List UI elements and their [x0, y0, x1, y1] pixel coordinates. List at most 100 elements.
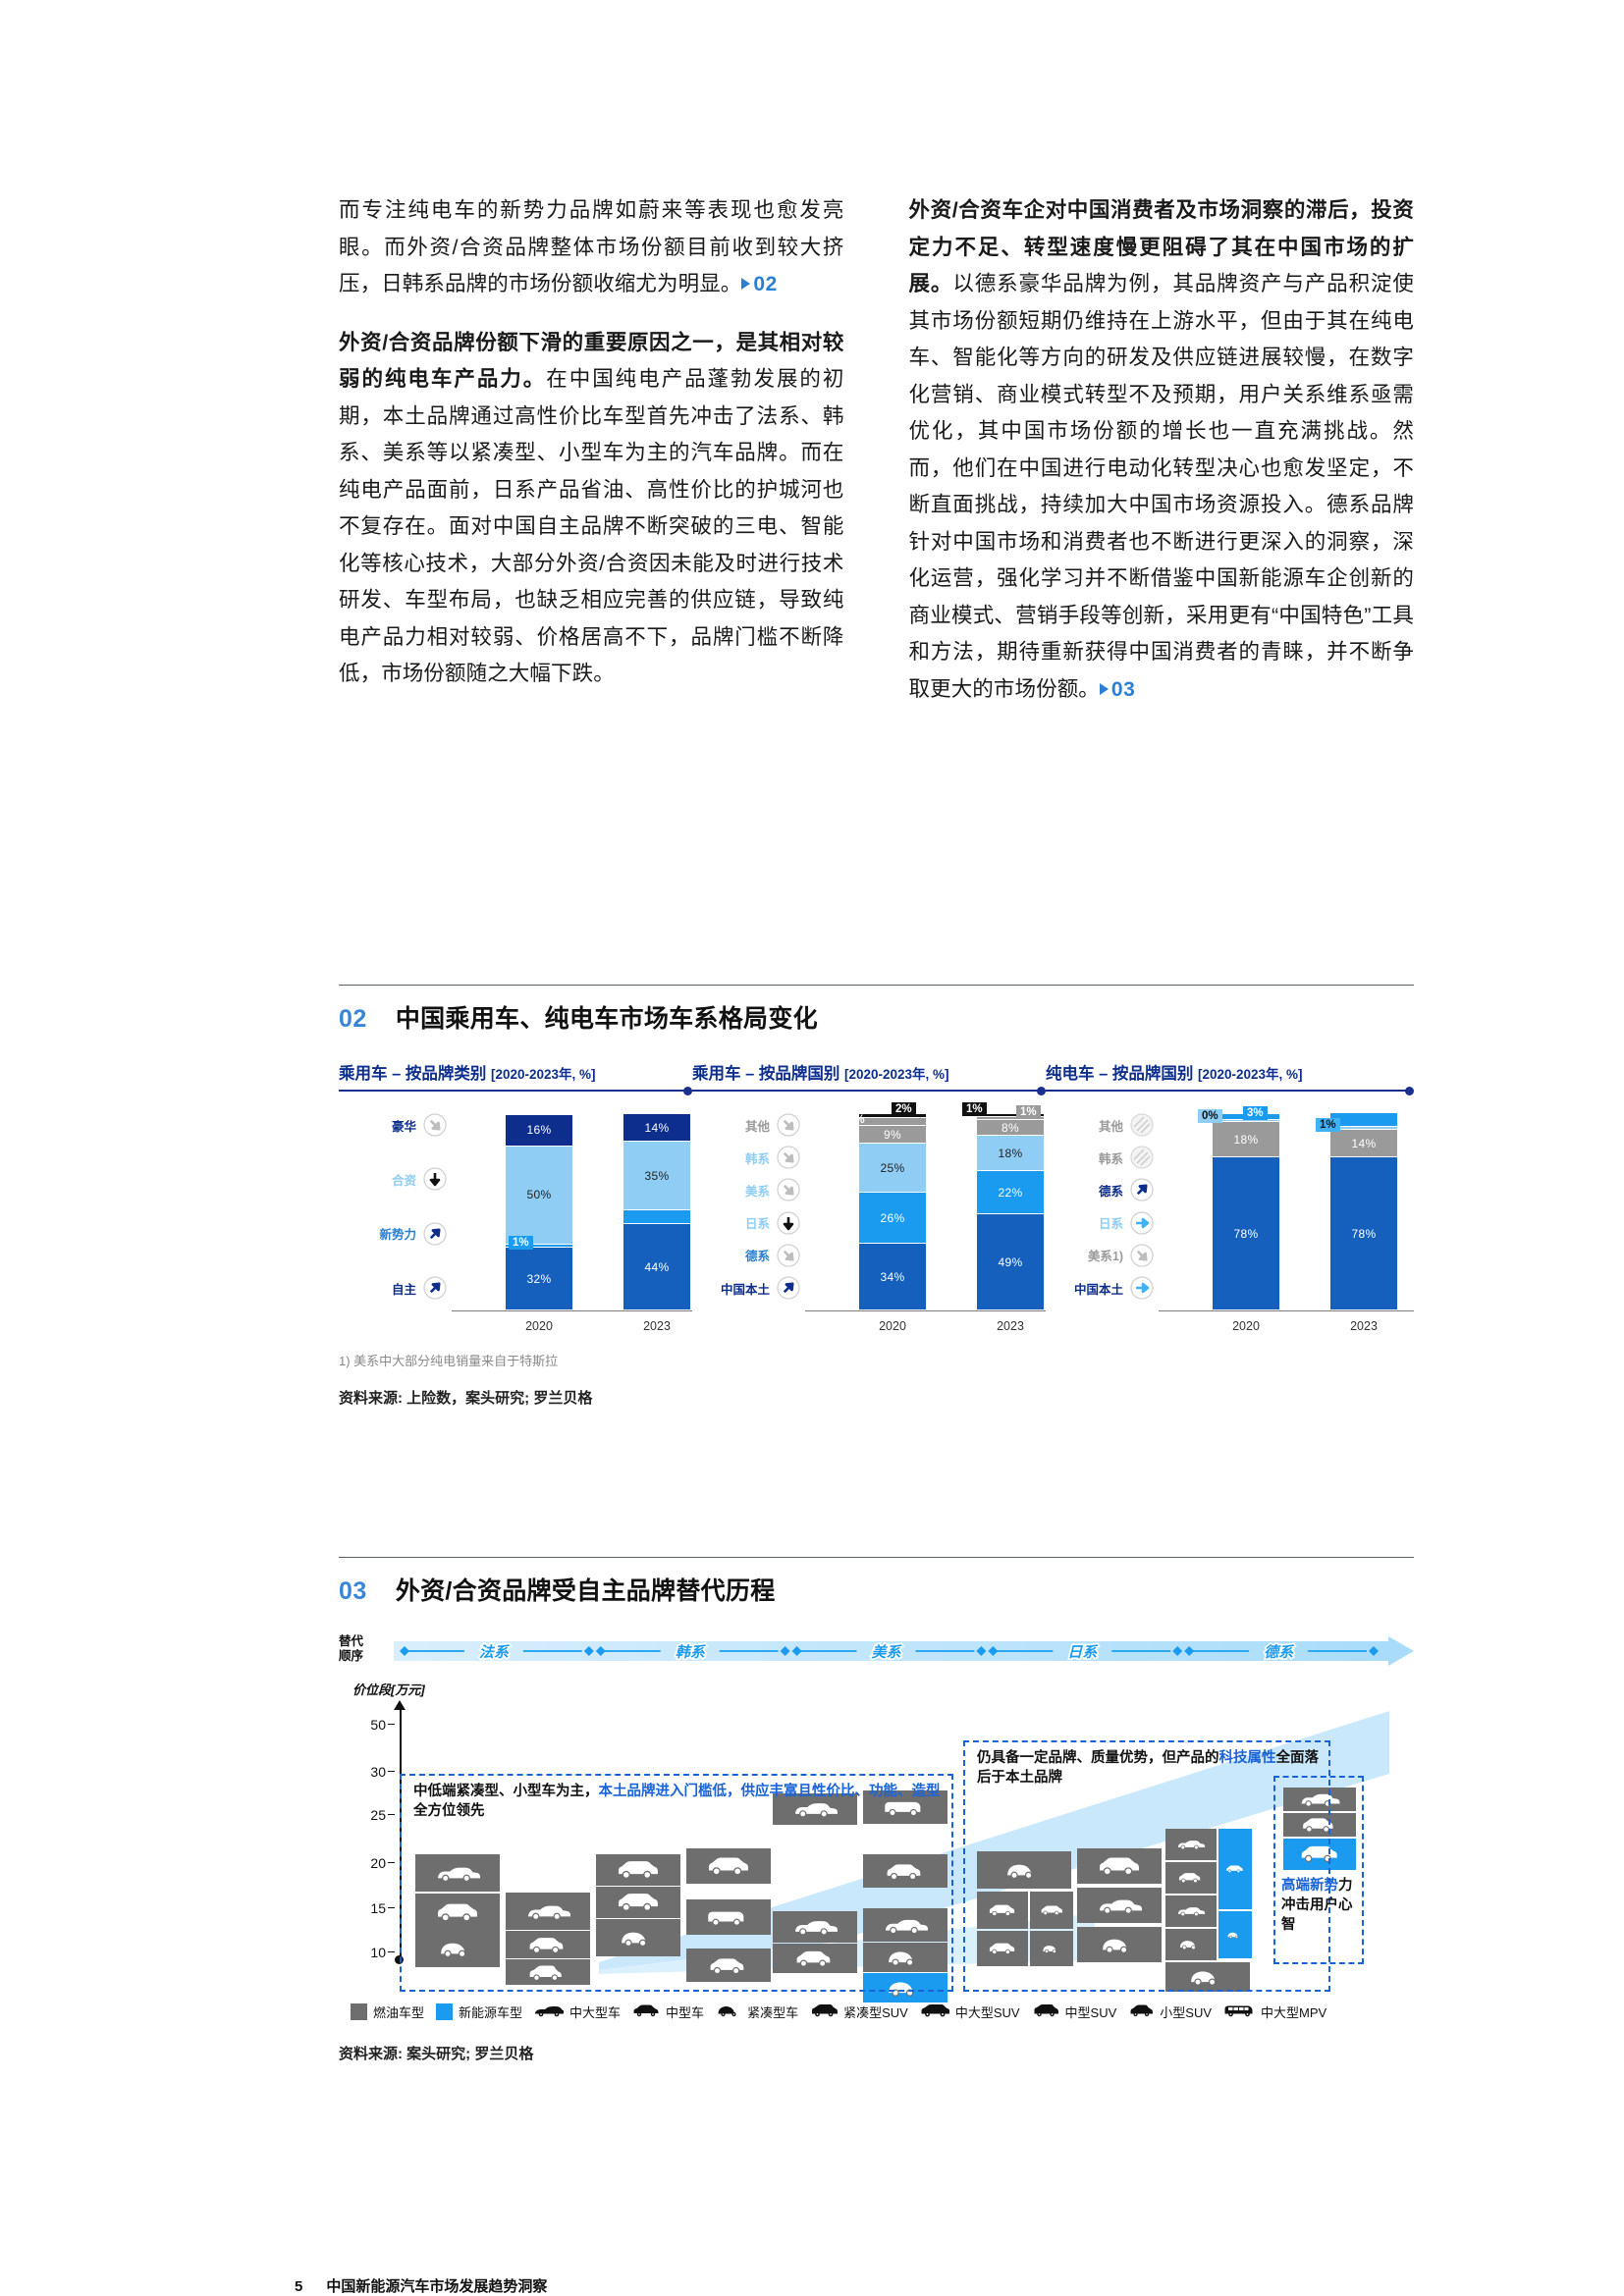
legend-label: 美系1) [1087, 1250, 1123, 1264]
panel-title-unit: [2020-2023年, %] [490, 1067, 596, 1082]
panel-rule [1046, 1087, 1414, 1095]
legend-item-label: 紧凑型车 [747, 2004, 799, 2020]
chart-panel-2: 乘用车 – 按品牌国别 [2020-2023年, %] 其他 韩系 美系 日系 德系 中国本… [692, 1060, 1046, 1333]
legend-label: 中国本土 [1073, 1282, 1123, 1297]
trend-arrow-icon [1130, 1146, 1154, 1169]
car-glyph-beetle [889, 1951, 914, 1967]
car-tile [596, 1854, 680, 1886]
stacked-bar-2023[interactable]: 14% 35% 44% [623, 1113, 690, 1309]
car-glyph-compact [710, 1958, 744, 1975]
exhibit-02-header: 02 中国乘用车、纯电车市场车系格局变化 [339, 986, 1414, 1035]
annotation-text-left: 中低端紧凑型、小型车为主，本土品牌进入门槛低，供应丰富且性价比、功能、造型全方位… [413, 1782, 951, 1821]
exhibit-reference[interactable]: 03 [1099, 678, 1135, 701]
mpv-icon [1223, 2003, 1255, 2020]
car-glyph-sedan [1100, 1899, 1142, 1915]
legend-label: 新势力 [379, 1228, 416, 1243]
bar-value-label: 25% [880, 1160, 905, 1175]
bar-value-callout: 4% [848, 1114, 865, 1126]
trend-arrow-icon [1130, 1276, 1154, 1300]
paragraph: 外资/合资车企对中国消费者及市场洞察的滞后，投资定力不足、转型速度慢更阻碍了其在… [909, 192, 1415, 708]
car-glyph-sedan [795, 1921, 838, 1937]
y-axis-tick-20: 20 [352, 1855, 395, 1871]
stacked-bar-2020[interactable]: 16% 50% 32% [506, 1113, 572, 1309]
note-run: 力冲击用户心智 [1281, 1878, 1353, 1933]
car-glyph-sedan [1178, 1841, 1206, 1850]
timeline-arrow-icon: 法系 韩系 美系 日系 德系 [394, 1636, 1414, 1666]
bar-segment-中国本土: 78% [1330, 1156, 1397, 1309]
legend-label: 其他 [744, 1119, 770, 1134]
legend-item-mpv: 中大型MPV [1223, 2002, 1326, 2021]
bar-value-label: 50% [526, 1188, 552, 1202]
legend-label: 自主 [391, 1282, 416, 1297]
exhibit-02: 02 中国乘用车、纯电车市场车系格局变化 乘用车 – 按品牌类别 [2020-2… [339, 985, 1414, 1408]
panel-title-unit: [2020-2023年, %] [1197, 1067, 1303, 1082]
car-tile [686, 1949, 771, 1982]
annotation-box-left [400, 1774, 953, 1992]
car-glyph-mpvtile [708, 1911, 744, 1927]
swatch-blue-icon [436, 2002, 454, 2020]
legend-item-label: 紧凑型SUV [843, 2004, 908, 2020]
page-number: 5 [295, 2278, 303, 2295]
exhibit-02-panels: 乘用车 – 按品牌类别 [2020-2023年, %] 豪华 合资 新势力 自主 16% 5… [339, 1060, 1414, 1333]
tick-mark [388, 1862, 395, 1863]
legend-row-日系: 日系 [1046, 1210, 1154, 1235]
car-tile [1283, 1788, 1356, 1811]
exhibit-reference[interactable]: 02 [741, 273, 777, 295]
stacked-bar-2020[interactable]: 18% 78% [1213, 1112, 1279, 1309]
legend-row-豪华: 豪华 [339, 1113, 447, 1137]
car-tile [1165, 1896, 1217, 1927]
trend-arrow-icon [423, 1167, 447, 1191]
legend-label: 德系 [1098, 1184, 1123, 1199]
triangle-icon [1099, 682, 1109, 695]
car-glyph-beetle [1180, 1941, 1197, 1950]
car-tile [1077, 1927, 1162, 1962]
chart-panel-3: 纯电车 – 按品牌国别 [2020-2023年, %] 其他 韩系 德系 日系 美系1) 中… [1046, 1060, 1414, 1333]
panel-title-text: 乘用车 – 按品牌国别 [692, 1065, 840, 1083]
trend-arrow-icon [777, 1178, 800, 1201]
text-run: 在中国纯电产品蓬勃发展的初期，本土品牌通过高性价比车型首先冲击了法系、韩系、美系… [339, 367, 844, 685]
x-axis-label: 2020 [1232, 1319, 1260, 1333]
column-left: 而专注纯电车的新势力品牌如蔚来等表现也愈发亮眼。而外资/合资品牌整体市场份额目前… [339, 192, 844, 729]
x-axis-label: 2023 [1350, 1319, 1378, 1333]
rule-end-dot [1405, 1087, 1414, 1095]
car-glyph-suv [990, 1904, 1015, 1916]
stacked-bar-2020[interactable]: 9% 25% 26% 34% [859, 1113, 926, 1309]
bar-value-label: 32% [526, 1271, 552, 1286]
stacked-bar-2023[interactable]: 8% 18% 22% 49% [977, 1112, 1044, 1309]
legend-label: 日系 [744, 1217, 770, 1232]
car-glyph-suv [1041, 1905, 1062, 1916]
note-run: 全方位领先 [413, 1803, 485, 1819]
bar-segment-美系: 8% [977, 1119, 1044, 1135]
car-glyph-suv [1100, 1857, 1139, 1876]
exhibit-03-header: 03 外资/合资品牌受自主品牌替代历程 [339, 1558, 1414, 1607]
legend-item-label: 中大型SUV [954, 2004, 1020, 2020]
bar-value-label: 78% [1233, 1226, 1259, 1241]
legend-item-sedan-large: 中大型车 [534, 2002, 621, 2021]
trend-arrow-icon [1130, 1113, 1154, 1137]
y-axis-tick-25: 25 [352, 1807, 395, 1823]
exhibit-title: 外资/合资品牌受自主品牌替代历程 [395, 1577, 776, 1605]
x-axis-label: 2020 [879, 1319, 906, 1333]
timeline-caption-line: 顺序 [339, 1649, 364, 1663]
legend-item-sedan-mid: 中型车 [632, 2002, 704, 2021]
bar-value-label: 8% [1001, 1120, 1019, 1135]
car-tile [773, 1944, 857, 1973]
text-run-bold: 外资/合资品牌份额下滑的重要原因之一，是其相对较弱的纯电车产品力。 [339, 330, 844, 392]
panel-title-text: 乘用车 – 按品牌类别 [339, 1065, 487, 1083]
trend-arrow-icon [777, 1146, 800, 1169]
bar-segment-自主: 32% [506, 1247, 572, 1309]
y-axis-tick-15: 15 [352, 1900, 395, 1916]
chart-plot-area: 中低端紧凑型、小型车为主，本土品牌进入门槛低，供应丰富且性价比、功能、造型全方位… [400, 1680, 1414, 2002]
car-glyph-suv [438, 1903, 477, 1922]
stacked-bar-2023[interactable]: 14% 78% [1330, 1111, 1397, 1309]
bar-segment-中国本土: 78% [1213, 1156, 1279, 1309]
car-tile [686, 1848, 771, 1884]
legend-row-中国本土: 中国本土 [1046, 1276, 1154, 1300]
legend-item-label: 新能源车型 [459, 2004, 523, 2020]
timeline-caption: 替代 顺序 [339, 1634, 384, 1664]
tick-mark [388, 1724, 395, 1725]
car-tile [773, 1793, 857, 1825]
text-run: 而专注纯电车的新势力品牌如蔚来等表现也愈发亮眼。而外资/合资品牌整体市场份额目前… [339, 198, 844, 295]
bar-segment-自主: 44% [623, 1223, 690, 1309]
exhibit-number: 03 [339, 1577, 367, 1605]
